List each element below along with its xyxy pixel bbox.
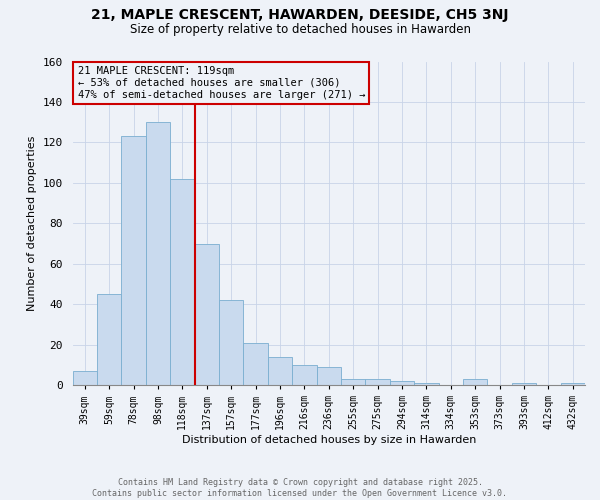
Bar — [244, 342, 268, 385]
Bar — [146, 122, 170, 385]
X-axis label: Distribution of detached houses by size in Hawarden: Distribution of detached houses by size … — [182, 435, 476, 445]
Text: Size of property relative to detached houses in Hawarden: Size of property relative to detached ho… — [130, 22, 470, 36]
Bar — [390, 381, 414, 385]
Bar — [268, 357, 292, 385]
Bar — [365, 379, 390, 385]
Y-axis label: Number of detached properties: Number of detached properties — [27, 136, 37, 311]
Bar — [341, 379, 365, 385]
Text: 21, MAPLE CRESCENT, HAWARDEN, DEESIDE, CH5 3NJ: 21, MAPLE CRESCENT, HAWARDEN, DEESIDE, C… — [91, 8, 509, 22]
Bar — [170, 179, 194, 385]
Bar — [219, 300, 244, 385]
Bar — [97, 294, 121, 385]
Bar — [121, 136, 146, 385]
Bar — [194, 244, 219, 385]
Bar — [292, 365, 317, 385]
Bar — [512, 383, 536, 385]
Text: Contains HM Land Registry data © Crown copyright and database right 2025.
Contai: Contains HM Land Registry data © Crown c… — [92, 478, 508, 498]
Text: 21 MAPLE CRESCENT: 119sqm
← 53% of detached houses are smaller (306)
47% of semi: 21 MAPLE CRESCENT: 119sqm ← 53% of detac… — [77, 66, 365, 100]
Bar — [414, 383, 439, 385]
Bar — [560, 383, 585, 385]
Bar — [463, 379, 487, 385]
Bar — [73, 371, 97, 385]
Bar — [317, 367, 341, 385]
